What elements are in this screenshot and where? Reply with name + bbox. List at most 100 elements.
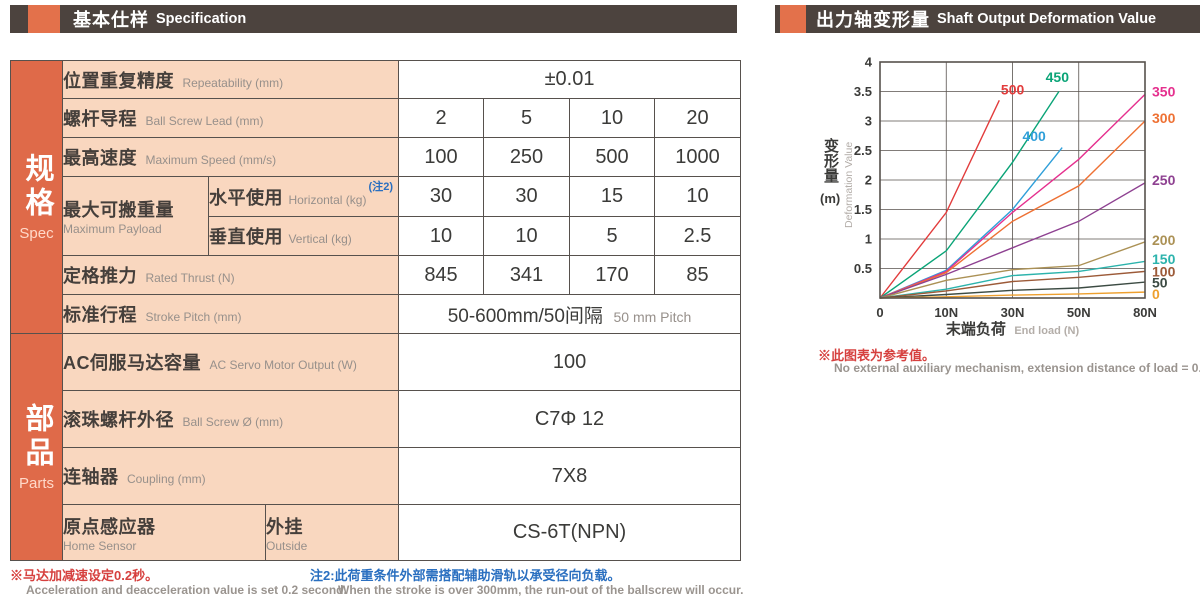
label-payload-horizontal: (注2) 水平使用 Horizontal (kg) [208, 176, 399, 217]
label-sensor: 原点感应器 Home Sensor [62, 504, 266, 561]
table-row: 规格 Spec 位置重复精度 Repeatability (mm) ±0.01 [10, 60, 742, 334]
label-cn: 最高速度 [63, 148, 137, 168]
spec-title-en: Specification [156, 11, 247, 27]
value-lead-20: 20 [653, 98, 742, 138]
label-payload: 最大可搬重量 Maximum Payload [62, 176, 209, 256]
label-screw: 滚珠螺杆外径 Ball Screw Ø (mm) [62, 390, 399, 448]
chart-footnote-en: No external auxiliary mechanism, extensi… [834, 361, 1200, 375]
x-tick-label: 50N [1067, 305, 1091, 320]
label-en: Horizontal (kg) [288, 192, 367, 207]
value-speed-1: 100 [398, 137, 484, 177]
label-cn: 螺杆导程 [63, 109, 137, 129]
series-label-450: 450 [1046, 69, 1070, 85]
label-speed: 最高速度 Maximum Speed (mm/s) [62, 137, 399, 177]
value-speed-3: 500 [569, 137, 655, 177]
series-label-0: 0 [1152, 286, 1160, 302]
x-tick-label: 80N [1133, 305, 1157, 320]
note2-ref: (注2) [368, 181, 393, 193]
value-thrust-3: 170 [569, 255, 655, 295]
label-cn: 滚珠螺杆外径 [63, 410, 174, 430]
y-axis-label: 变形量 (m) [820, 138, 840, 206]
group-spec-en: Spec [19, 224, 54, 242]
label-repeatability: 位置重复精度 Repeatability (mm) [62, 60, 399, 99]
label-en: Ball Screw Lead (mm) [145, 114, 264, 128]
value-lead-10: 10 [569, 98, 655, 138]
value-vertical-4: 2.5 [653, 216, 742, 256]
table-row: 滚珠螺杆外径 Ball Screw Ø (mm) C7Φ 12 [11, 390, 742, 448]
y-tick-label: 4 [865, 55, 873, 70]
plot-frame [879, 61, 1146, 299]
label-en: Stroke Pitch (mm) [145, 310, 242, 324]
value-thrust-2: 341 [483, 255, 570, 295]
y-tick-label: 1.5 [854, 202, 872, 217]
series-line-250 [879, 182, 1146, 299]
group-cell-parts: 部品 Parts [10, 333, 63, 561]
table-row: 连轴器 Coupling (mm) 7X8 [11, 447, 742, 505]
series-label-200: 200 [1152, 232, 1176, 248]
value-thrust-1: 845 [398, 255, 484, 295]
value-motor: 100 [397, 333, 742, 391]
series-line-350 [879, 93, 1146, 299]
chart-footnote-cn: ※此图表为参考值。 [818, 348, 936, 363]
series-label-150: 150 [1152, 251, 1176, 267]
x-tick-label: 0 [876, 305, 883, 320]
series-line-400 [879, 147, 1063, 299]
value-horizontal-4: 10 [653, 176, 742, 217]
series-line-100 [879, 270, 1146, 299]
y-axis-unit: (m) [820, 191, 841, 206]
label-cn: 连轴器 [63, 467, 119, 487]
series-line-450 [879, 91, 1060, 299]
value-sensor: CS-6T(NPN) [397, 504, 742, 561]
footnote-motor-accel-en: Acceleration and deacceleration value is… [26, 583, 347, 597]
footnote-note2-cn: 注2:此荷重条件外部需搭配辅助滑轨以承受径向负载。 [310, 568, 621, 583]
x-axis-label-cn: 末端负荷 [945, 321, 1006, 338]
series-line-150 [879, 260, 1146, 299]
label-cn: 标准行程 [63, 305, 137, 325]
footnote-motor-accel-cn: ※马达加减速设定0.2秒。 [10, 568, 159, 583]
series-label-300: 300 [1152, 110, 1176, 126]
value-horizontal-3: 15 [569, 176, 655, 217]
table-row: 垂直使用 Vertical (kg) 10 10 5 2.5 [11, 216, 742, 256]
series-line-500 [879, 100, 1000, 299]
chart-section-header: 出力轴变形量 Shaft Output Deformation Value [775, 5, 1200, 33]
footnote-note2-en: When the stroke is over 300mm, the run-o… [338, 583, 744, 597]
label-stroke: 标准行程 Stroke Pitch (mm) [62, 294, 399, 334]
y-tick-label: 0.5 [854, 261, 872, 276]
value-horizontal-1: 30 [398, 176, 484, 217]
label-payload-vertical: 垂直使用 Vertical (kg) [208, 216, 399, 256]
series-line-200 [879, 241, 1146, 299]
label-cn: 外挂 [266, 516, 303, 537]
label-en: Coupling (mm) [126, 472, 206, 486]
label-cn: 原点感应器 [63, 516, 156, 537]
series-label-100: 100 [1152, 263, 1176, 279]
y-axis-label-en: Deformation Value [843, 141, 855, 228]
label-lead: 螺杆导程 Ball Screw Lead (mm) [62, 98, 399, 138]
label-en: AC Servo Motor Output (W) [209, 358, 357, 372]
spec-title-cn: 基本仕样 [73, 10, 149, 30]
label-cn: 最大可搬重量 [63, 200, 174, 220]
label-en: Ball Screw Ø (mm) [182, 415, 284, 429]
group-cell-spec: 规格 Spec [10, 60, 63, 334]
x-tick-label: 10N [934, 305, 958, 320]
label-en: Rated Thrust (N) [145, 271, 235, 285]
value-stroke: 50-600mm/50间隔 50 mm Pitch [397, 294, 742, 334]
table-row: 最高速度 Maximum Speed (mm/s) 100 250 500 10… [11, 137, 742, 177]
value-repeatability: ±0.01 [397, 60, 742, 99]
specification-table: 规格 Spec 位置重复精度 Repeatability (mm) ±0.01 … [10, 60, 742, 561]
value-screw: C7Φ 12 [397, 390, 742, 448]
value-cn: 50-600mm/50间隔 [447, 305, 603, 327]
orange-accent-square [28, 5, 60, 33]
chart-title-cn: 出力轴变形量 [816, 10, 930, 30]
value-speed-2: 250 [483, 137, 570, 177]
value-speed-4: 1000 [653, 137, 742, 177]
group-spec-cn: 规格 [21, 152, 53, 221]
table-row: 部品 Parts AC伺服马达容量 AC Servo Motor Output … [10, 333, 742, 561]
y-tick-label: 1 [865, 232, 872, 247]
x-tick-label: 30N [1001, 305, 1025, 320]
orange-accent-square [780, 5, 806, 33]
label-en: Maximum Speed (mm/s) [145, 153, 277, 167]
label-cn: 垂直使用 [209, 227, 283, 247]
label-thrust: 定格推力 Rated Thrust (N) [62, 255, 399, 295]
y-tick-label: 2.5 [854, 143, 872, 158]
